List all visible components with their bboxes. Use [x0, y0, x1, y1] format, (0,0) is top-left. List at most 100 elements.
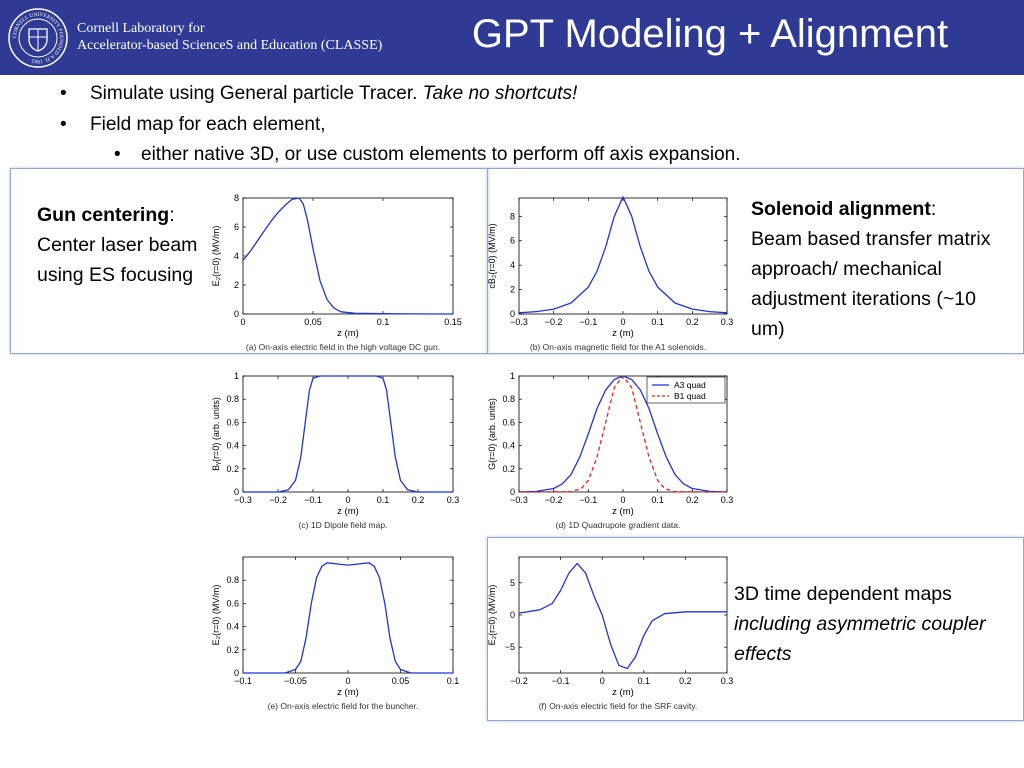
- solenoid-alignment-heading: Solenoid alignment: [751, 198, 931, 220]
- series-line: [518, 196, 728, 314]
- bullet-simulate: • Simulate using General particle Tracer…: [60, 83, 578, 105]
- y-tick-label: 0.6: [502, 417, 515, 427]
- bullet-dot: •: [60, 83, 67, 104]
- gun-centering-text: Center laser beam using ES focusing: [37, 234, 198, 286]
- figure-caption: (d) 1D Quadrupole gradient data.: [556, 520, 681, 530]
- plot-dipole-field: −0.3 −0.2 −0.1 0 0.1 0.2 0.3 0 0.2 0.4 0.6 0.8 1 z (m…: [205, 362, 477, 536]
- x-axis-label: z (m): [337, 506, 359, 517]
- gun-centering-note: Gun centering: Center laser beam using E…: [37, 200, 207, 290]
- time-dependent-italic: including asymmetric coupler effects: [734, 613, 986, 665]
- y-tick-label: 1: [510, 371, 515, 381]
- plot-buncher-field-svg: −0.1 −0.05 0 0.05 0.1 0 0.2 0.4 0.6 0.8 z (m) E₂(r=…: [211, 556, 459, 711]
- x-tick-label: 0.15: [444, 317, 462, 327]
- plot-area: [518, 197, 728, 315]
- y-tick-label: 0: [510, 487, 515, 497]
- y-tick-label: 8: [234, 193, 239, 203]
- figure-caption: (f) On-axis electric field for the SRF c…: [539, 701, 698, 711]
- time-dependent-text: 3D time dependent maps: [734, 583, 952, 605]
- x-tick-label: 0.2: [412, 495, 425, 505]
- solenoid-alignment-text: Beam based transfer matrix approach/ mec…: [751, 228, 991, 340]
- y-tick-label: 4: [510, 260, 515, 270]
- plot-solenoid-field-svg: −0.3 −0.2 −0.1 0 0.1 0.2 0.3 0 2 4 6 8 z (m) cB₂(r=0)…: [487, 196, 734, 352]
- x-tick-label: 0: [620, 495, 625, 505]
- x-tick-label: −0.1: [552, 676, 570, 686]
- series-b1-quad: [518, 375, 728, 493]
- x-tick-label: 0.05: [304, 317, 322, 327]
- x-tick-label: −0.1: [304, 495, 322, 505]
- y-tick-label: 0.4: [226, 622, 239, 632]
- series-line: [242, 197, 454, 315]
- x-tick-label: −0.1: [579, 495, 597, 505]
- x-axis-label: z (m): [337, 328, 359, 339]
- plot-solenoid-field: −0.3 −0.2 −0.1 0 0.1 0.2 0.3 0 2 4 6 8 z (m) cB₂(r=0)…: [487, 180, 749, 354]
- y-tick-label: 6: [234, 222, 239, 232]
- bullet-dot: •: [60, 114, 67, 135]
- x-tick-label: −0.2: [545, 495, 563, 505]
- figure-caption: (c) 1D Dipole field map.: [299, 520, 388, 530]
- x-tick-label: 0.1: [638, 676, 651, 686]
- x-tick-label: 0: [600, 676, 605, 686]
- y-tick-label: 6: [510, 236, 515, 246]
- plot-srf-cavity-field-svg: −0.2 −0.1 0 0.1 0.2 0.3 −5 0 5 z (m) E₂(r=0) (MV/m…: [487, 556, 733, 711]
- plot-dipole-field-svg: −0.3 −0.2 −0.1 0 0.1 0.2 0.3 0 0.2 0.4 0.6 0.8 1 z (m…: [211, 371, 460, 530]
- bullet-field-map-text: Field map for each element,: [90, 114, 326, 135]
- series-line: [243, 562, 453, 674]
- x-tick-label: −0.1: [579, 317, 597, 327]
- x-tick-label: 0.1: [377, 495, 390, 505]
- series-line: [518, 562, 727, 670]
- plot-area: [242, 375, 454, 493]
- series-line: [243, 375, 453, 493]
- plot-quadrupole-gradient: −0.3 −0.2 −0.1 0 0.1 0.2 0.3 0 0.2 0.4 0.6 0.8 1 z (m…: [487, 362, 749, 536]
- plot-area: [242, 556, 454, 674]
- x-tick-label: 0.2: [679, 676, 692, 686]
- lab-name-line1: Cornell Laboratory for: [77, 21, 205, 36]
- bullet-simulate-text: Simulate using General particle Tracer.: [90, 83, 423, 104]
- figure-caption: (a) On-axis electric field in the high v…: [246, 342, 440, 352]
- y-tick-label: 0.4: [502, 441, 515, 451]
- y-axis-label: cB₂(r=0) (MV/m): [487, 223, 497, 288]
- bullet-simulate-italic: Take no shortcuts!: [422, 83, 578, 104]
- bullet-native-3d-text: either native 3D, or use custom elements…: [141, 144, 741, 165]
- header-bar: CORNELL UNIVERSITY FOUNDED A.D. 1865 Cor…: [0, 0, 1024, 75]
- x-axis-label: z (m): [612, 328, 634, 339]
- y-tick-label: 4: [234, 251, 239, 261]
- y-tick-label: 2: [234, 280, 239, 290]
- x-tick-label: 0.2: [686, 495, 699, 505]
- time-dependent-note: 3D time dependent maps including asymmet…: [734, 579, 1014, 669]
- x-axis-label: z (m): [612, 506, 634, 517]
- lab-name-line2: Accelerator-based ScienceS and Education…: [77, 38, 383, 53]
- y-axis-label: E₂(r=0) (MV/m): [211, 585, 221, 646]
- x-tick-label: 0: [345, 495, 350, 505]
- plot-gun-field: 0 0.05 0.1 0.15 0 2 4 6 8 z (m) E₂(r=0) (MV/m) (a) …: [205, 180, 477, 354]
- y-axis-label: G(r=0) (arb. units): [487, 398, 497, 470]
- y-tick-label: 1: [234, 371, 239, 381]
- legend-box: [646, 376, 726, 404]
- gun-centering-heading: Gun centering: [37, 204, 170, 226]
- y-tick-label: 0: [510, 610, 515, 620]
- x-tick-label: −0.1: [234, 676, 252, 686]
- solenoid-alignment-note: Solenoid alignment: Beam based transfer …: [751, 194, 1011, 344]
- y-tick-label: 0.8: [502, 394, 515, 404]
- x-axis-label: z (m): [612, 687, 634, 698]
- x-tick-label: 0: [620, 317, 625, 327]
- x-tick-label: 0.3: [721, 317, 734, 327]
- bullet-field-map: • Field map for each element,: [60, 114, 326, 136]
- y-tick-label: 0: [234, 487, 239, 497]
- cornell-seal-logo: CORNELL UNIVERSITY FOUNDED A.D. 1865: [8, 8, 68, 68]
- y-tick-label: 8: [510, 211, 515, 221]
- lab-name: Cornell Laboratory for Accelerator-based…: [77, 20, 382, 54]
- y-tick-label: 0.8: [226, 575, 239, 585]
- x-tick-label: 0.3: [447, 495, 460, 505]
- slide-title: GPT Modeling + Alignment: [471, 12, 949, 56]
- x-tick-label: 0.1: [377, 317, 390, 327]
- x-tick-label: 0: [240, 317, 245, 327]
- y-tick-label: 0.8: [226, 394, 239, 404]
- y-tick-label: −5: [505, 642, 515, 652]
- y-axis-label: E₂(r=0) (MV/m): [487, 585, 497, 646]
- y-tick-label: 0: [510, 309, 515, 319]
- y-tick-label: 0.6: [226, 417, 239, 427]
- bullet-native-3d: • either native 3D, or use custom elemen…: [114, 144, 741, 166]
- plot-area: [518, 556, 728, 674]
- x-tick-label: 0.1: [651, 495, 664, 505]
- plot-buncher-field: −0.1 −0.05 0 0.05 0.1 0 0.2 0.4 0.6 0.8 z (m) E₂(r=…: [205, 543, 477, 717]
